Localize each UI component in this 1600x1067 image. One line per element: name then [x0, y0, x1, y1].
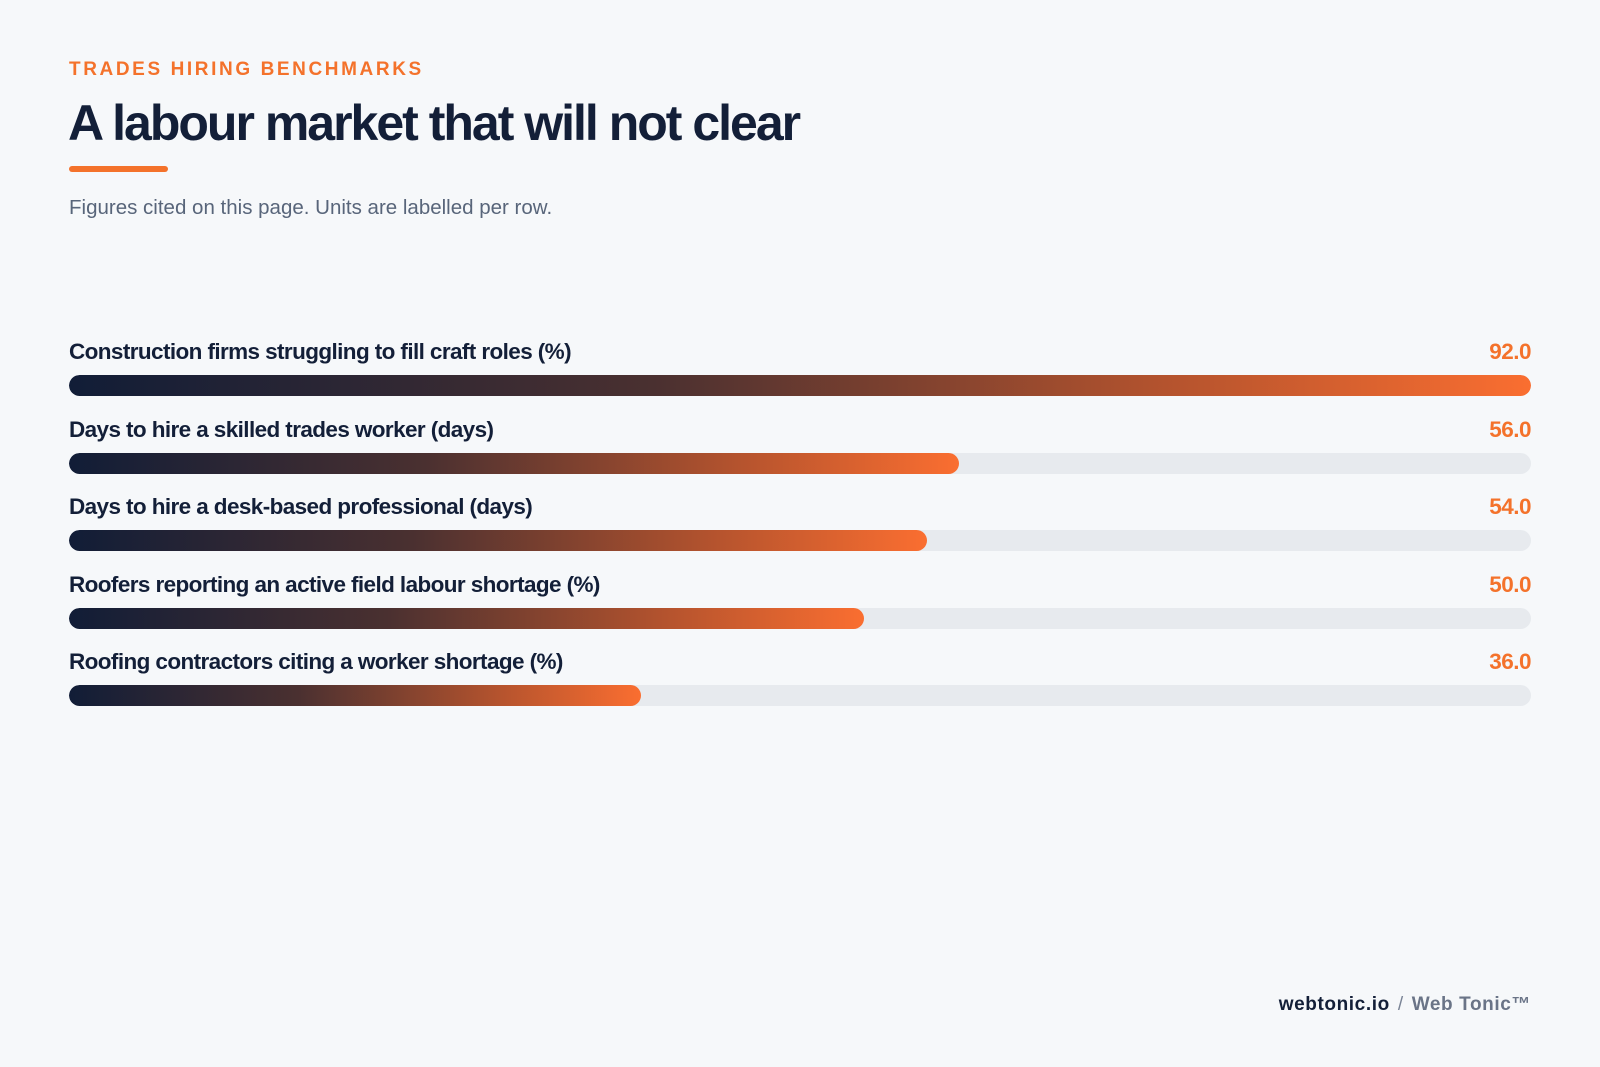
bar [69, 375, 1531, 396]
page-title: A labour market that will not clear [68, 95, 801, 151]
bar [69, 452, 959, 474]
bar-row: Days to hire a skilled trades worker (da… [69, 416, 1531, 494]
footer-separator: / [1397, 994, 1404, 1015]
bar-value-label: 50.0 [1489, 571, 1531, 597]
bar-track [69, 607, 1531, 629]
subtitle: Figures cited on this page. Units are la… [69, 196, 553, 219]
bar-track [69, 685, 1531, 706]
bar-label: Days to hire a skilled trades worker (da… [69, 416, 494, 442]
bar-row: Roofing contractors citing a worker shor… [69, 648, 1531, 726]
footer-domain: webtonic.io [1278, 994, 1390, 1015]
bar-track [69, 452, 1531, 474]
bar-row: Roofers reporting an active field labour… [69, 571, 1531, 649]
bar-label: Roofing contractors citing a worker shor… [69, 649, 563, 674]
bar-value-label: 54.0 [1489, 494, 1531, 519]
bar-chart: Construction firms struggling to fill cr… [69, 338, 1531, 726]
bar [69, 530, 928, 551]
bar-label: Roofers reporting an active field labour… [69, 571, 600, 597]
bar [69, 685, 642, 706]
bar-label: Days to hire a desk-based professional (… [69, 494, 533, 519]
footer-credit: webtonic.io / Web Tonic™ [1279, 994, 1531, 1016]
footer-brand: Web Tonic™ [1411, 994, 1531, 1015]
bar-label: Construction firms struggling to fill cr… [69, 339, 572, 364]
bar-value-label: 36.0 [1489, 649, 1531, 674]
bar [69, 607, 864, 629]
bar-track [69, 530, 1531, 551]
bar-row: Construction firms struggling to fill cr… [69, 338, 1531, 416]
bar-track [69, 375, 1531, 396]
bar-row: Days to hire a desk-based professional (… [69, 493, 1531, 571]
eyebrow-label: TRADES HIRING BENCHMARKS [69, 59, 424, 80]
title-underline [69, 166, 168, 172]
bar-value-label: 92.0 [1489, 339, 1531, 364]
bar-value-label: 56.0 [1489, 416, 1531, 442]
